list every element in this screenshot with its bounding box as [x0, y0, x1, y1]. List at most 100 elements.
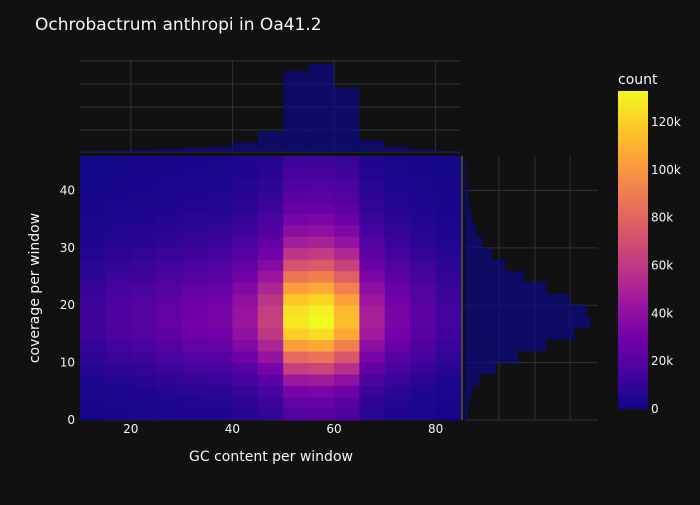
y-marginal-bar	[465, 259, 506, 271]
heatmap-cell	[334, 270, 360, 283]
heatmap-cell	[257, 167, 284, 180]
heatmap-cell	[181, 397, 208, 409]
heatmap-cell	[359, 282, 386, 295]
heatmap-cell	[257, 374, 284, 386]
heatmap-cell	[232, 339, 259, 352]
x-marginal-bar	[410, 149, 436, 152]
heatmap-cell	[359, 178, 386, 191]
heatmap-cell	[435, 339, 462, 352]
heatmap-cell	[181, 213, 208, 226]
heatmap-cell	[207, 178, 233, 191]
x-marginal-bar	[207, 146, 233, 152]
heatmap-cell	[384, 385, 411, 398]
heatmap-cell	[359, 190, 386, 203]
heatmap-cell	[207, 247, 233, 260]
heatmap-cell	[105, 259, 132, 272]
x-marginal-bar	[156, 148, 182, 152]
y-tick-label: 0	[67, 413, 75, 427]
heatmap-cell	[105, 236, 132, 249]
heatmap-cell	[257, 190, 284, 203]
heatmap-cell	[410, 201, 436, 214]
heatmap-cell	[105, 247, 132, 260]
heatmap-cell	[80, 351, 106, 364]
heatmap-cell	[207, 316, 233, 329]
heatmap-cell	[308, 178, 335, 191]
heatmap-cell	[181, 328, 208, 341]
heatmap-cell	[435, 270, 462, 283]
heatmap-cell	[130, 270, 157, 283]
heatmap-cell	[232, 282, 259, 295]
heatmap-cell	[156, 339, 182, 352]
heatmap-cell	[359, 374, 386, 386]
y-marginal-bar	[465, 351, 519, 363]
heatmap-cell	[156, 156, 182, 168]
y-tick-label: 10	[60, 356, 75, 370]
colorbar-tick-label: 40k	[651, 306, 673, 320]
x-marginal-bar	[232, 142, 258, 152]
y-marginal-bar	[465, 305, 588, 317]
heatmap-cell	[105, 385, 132, 398]
heatmap-cell	[257, 351, 284, 364]
heatmap-cell	[80, 339, 106, 352]
heatmap-cell	[181, 178, 208, 191]
heatmap-cell	[232, 201, 259, 214]
heatmap-cell	[207, 397, 233, 409]
heatmap-cell	[257, 156, 284, 168]
heatmap-cell	[232, 224, 259, 237]
heatmap-cell	[384, 362, 411, 375]
heatmap-cell	[181, 167, 208, 180]
x-marginal-bar	[283, 70, 309, 152]
y-tick-label: 20	[60, 298, 75, 312]
heatmap-cell	[80, 374, 106, 386]
heatmap-cell	[435, 224, 462, 237]
heatmap-cell	[359, 397, 386, 409]
heatmap-cell	[130, 167, 157, 180]
heatmap-cell	[384, 156, 411, 168]
heatmap-cell	[181, 339, 208, 352]
y-marginal-bar	[465, 247, 492, 260]
heatmap-cell	[257, 328, 284, 341]
heatmap-cell	[359, 167, 386, 180]
heatmap-cell	[435, 282, 462, 295]
y-axis-label: coverage per window	[27, 213, 43, 363]
heatmap-cell	[130, 385, 157, 398]
heatmap-cell	[181, 270, 208, 283]
heatmap-cell	[435, 167, 462, 180]
chart-title: Ochrobactrum anthropi in Oa41.2	[35, 15, 322, 35]
y-marginal-bar	[465, 224, 477, 237]
heatmap-cell	[334, 316, 360, 329]
heatmap-cell	[105, 201, 132, 214]
heatmap-cell	[156, 385, 182, 398]
heatmap-cell	[207, 305, 233, 318]
heatmap-cell	[130, 328, 157, 341]
heatmap-cell	[232, 259, 259, 272]
heatmap-cell	[359, 316, 386, 329]
colorbar-tick-label: 0	[651, 402, 659, 416]
heatmap-cell	[283, 316, 309, 329]
heatmap-cell	[384, 224, 411, 237]
heatmap-cell	[232, 156, 259, 168]
heatmap-cell	[410, 374, 436, 386]
heatmap-cell	[207, 293, 233, 306]
heatmap-cell	[308, 374, 335, 386]
x-marginal-bar	[130, 149, 157, 152]
heatmap-cell	[435, 178, 462, 191]
x-marginal-bar	[105, 150, 131, 152]
heatmap-cell	[156, 293, 182, 306]
heatmap-cell	[283, 374, 309, 386]
x-marginal-bar	[80, 151, 106, 152]
heatmap-cell	[410, 270, 436, 283]
heatmap-cell	[105, 408, 132, 421]
heatmap-cell	[384, 408, 411, 421]
heatmap-cell	[156, 408, 182, 421]
heatmap-cell	[359, 247, 386, 260]
heatmap-cell	[334, 362, 360, 375]
x-marginal-histogram	[80, 64, 461, 152]
axis-ticks: 20 40 60 80 0 10 20 30 40	[60, 183, 444, 436]
heatmap-cell	[410, 351, 436, 364]
heatmap-cell	[359, 201, 386, 214]
heatmap-cell	[181, 282, 208, 295]
y-marginal-bar	[465, 236, 483, 248]
heatmap-cell	[130, 339, 157, 352]
heatmap-cell	[156, 328, 182, 341]
